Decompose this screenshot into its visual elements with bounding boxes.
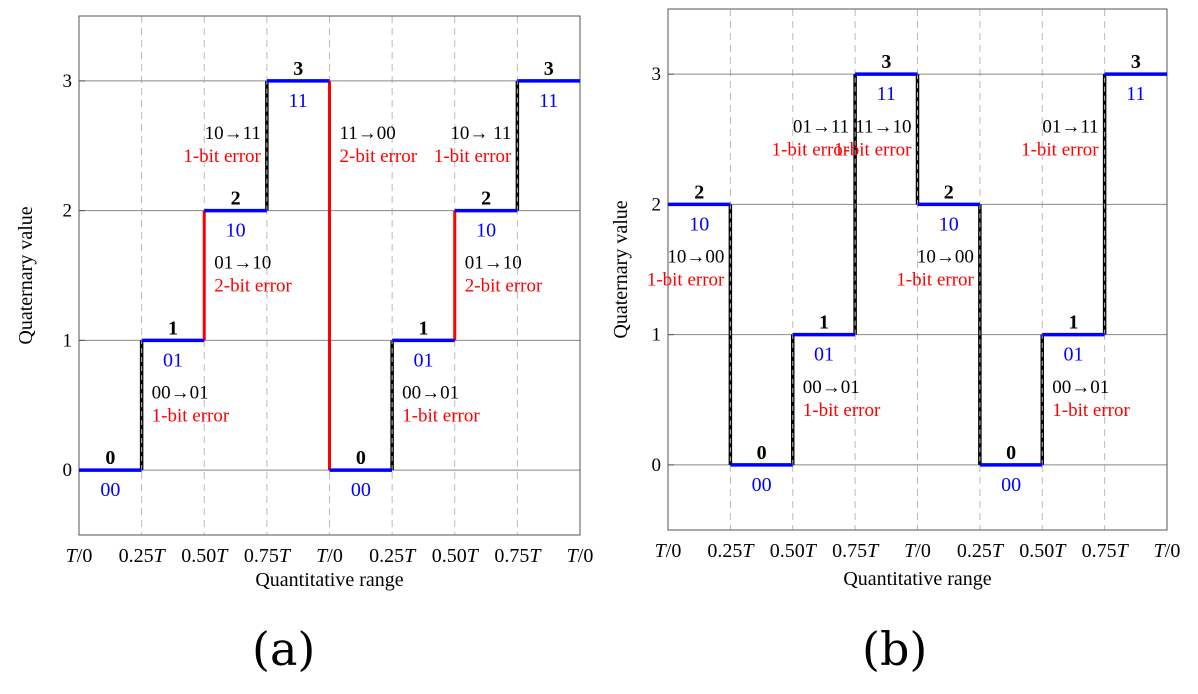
level-code-label: 01 [413, 349, 433, 371]
transition-code-label: 01→11 [1042, 116, 1098, 137]
x-tick-label: 0.50T [1019, 540, 1067, 562]
transition-code-label: 00→01 [402, 382, 459, 403]
level-code-label: 10 [689, 213, 709, 235]
transition-error-label: 2-bit error [465, 276, 543, 297]
x-tick-label: 0.50T [432, 545, 480, 567]
level-value-label: 3 [1131, 51, 1141, 73]
level-value-label: 3 [544, 58, 554, 80]
x-tick-label: 0.75T [494, 545, 542, 567]
level-code-label: 01 [163, 349, 183, 371]
x-tick-label: 0.75T [244, 545, 292, 567]
x-tick-label: 0.75T [1082, 540, 1130, 562]
transition-error-label: 1-bit error [647, 270, 725, 291]
level-code-label: 00 [1001, 474, 1021, 496]
level-value-label: 0 [105, 447, 115, 469]
y-tick-label: 3 [63, 71, 73, 92]
level-code-label: 01 [814, 344, 834, 366]
level-code-label: 10 [476, 220, 496, 242]
transition-error-label: 1-bit error [834, 139, 912, 160]
level-value-label: 2 [231, 188, 241, 210]
level-value-label: 2 [944, 181, 954, 203]
transition-error-label: 2-bit error [340, 146, 418, 167]
plot-frame [667, 8, 1168, 531]
y-tick-label: 1 [652, 325, 662, 346]
level-value-label: 1 [1068, 312, 1078, 334]
transition-code-label: 00→01 [152, 382, 209, 403]
transition-error-label: 1-bit error [152, 405, 230, 426]
transition-error-label: 1-bit error [434, 146, 512, 167]
level-value-label: 2 [694, 181, 704, 203]
level-code-label: 11 [1126, 83, 1145, 105]
level-code-label: 01 [1063, 344, 1083, 366]
x-tick-label: 0.50T [770, 540, 818, 562]
transition-code-label: 10→00 [667, 247, 724, 268]
transition-error-label: 2-bit error [214, 276, 292, 297]
level-code-label: 11 [877, 83, 896, 105]
x-tick-label: 0.75T [832, 540, 880, 562]
level-value-label: 3 [293, 58, 303, 80]
x-tick-label: T/0 [1154, 540, 1181, 562]
transition-error-label: 1-bit error [803, 400, 881, 421]
x-axis-label: Quantitative range [843, 568, 991, 590]
caption-panel-a: (a) [252, 622, 316, 676]
y-tick-label: 3 [652, 64, 662, 85]
y-tick-label: 0 [652, 455, 662, 476]
transition-error-label: 1-bit error [402, 405, 480, 426]
transition-code-label: 00→01 [803, 377, 860, 398]
x-axis-label: Quantitative range [255, 569, 403, 591]
x-tick-label: 0.25T [369, 545, 417, 567]
transition-code-label: 10→00 [917, 247, 974, 268]
plot-frame [78, 15, 581, 536]
x-tick-label: 0.25T [119, 545, 167, 567]
transition-code-label: 01→10 [465, 253, 522, 274]
transition-code-label: 11→10 [855, 116, 911, 137]
y-axis-label: Quaternary value [610, 200, 632, 338]
y-tick-label: 0 [63, 460, 73, 481]
level-code-label: 10 [939, 213, 959, 235]
level-value-label: 0 [1006, 442, 1016, 464]
level-value-label: 1 [168, 317, 178, 339]
transition-code-label: 00→01 [1052, 377, 1109, 398]
x-tick-label: T/0 [316, 545, 343, 567]
transition-error-label: 1-bit error [896, 270, 974, 291]
level-code-label: 00 [752, 474, 772, 496]
transition-error-label: 1-bit error [772, 139, 850, 160]
level-value-label: 1 [418, 317, 428, 339]
level-code-label: 10 [226, 220, 246, 242]
x-tick-label: T/0 [66, 545, 93, 567]
y-tick-label: 2 [63, 201, 73, 222]
transition-code-label: 01→10 [214, 253, 271, 274]
x-tick-label: 0.25T [707, 540, 755, 562]
transition-error-label: 1-bit error [1021, 139, 1099, 160]
transition-code-label: 10→ 11 [450, 123, 511, 144]
level-value-label: 0 [356, 447, 366, 469]
level-code-label: 00 [100, 479, 120, 501]
transition-code-label: 10→11 [205, 123, 261, 144]
transition-error-label: 1-bit error [183, 146, 261, 167]
y-axis-label: Quaternary value [15, 206, 37, 344]
level-code-label: 11 [289, 90, 308, 112]
y-tick-label: 1 [63, 330, 73, 351]
x-tick-label: 0.25T [957, 540, 1005, 562]
x-tick-label: T/0 [567, 545, 594, 567]
level-code-label: 00 [351, 479, 371, 501]
transition-code-label: 01→11 [793, 116, 849, 137]
caption-panel-b: (b) [862, 622, 928, 676]
level-value-label: 2 [481, 188, 491, 210]
level-value-label: 0 [757, 442, 767, 464]
x-tick-label: T/0 [655, 540, 682, 562]
x-tick-label: 0.50T [181, 545, 229, 567]
level-code-label: 11 [539, 90, 558, 112]
y-tick-label: 2 [652, 194, 662, 215]
x-tick-label: T/0 [904, 540, 931, 562]
level-value-label: 1 [819, 312, 829, 334]
level-value-label: 3 [881, 51, 891, 73]
transition-error-label: 1-bit error [1052, 400, 1130, 421]
transition-code-label: 11→00 [340, 123, 396, 144]
